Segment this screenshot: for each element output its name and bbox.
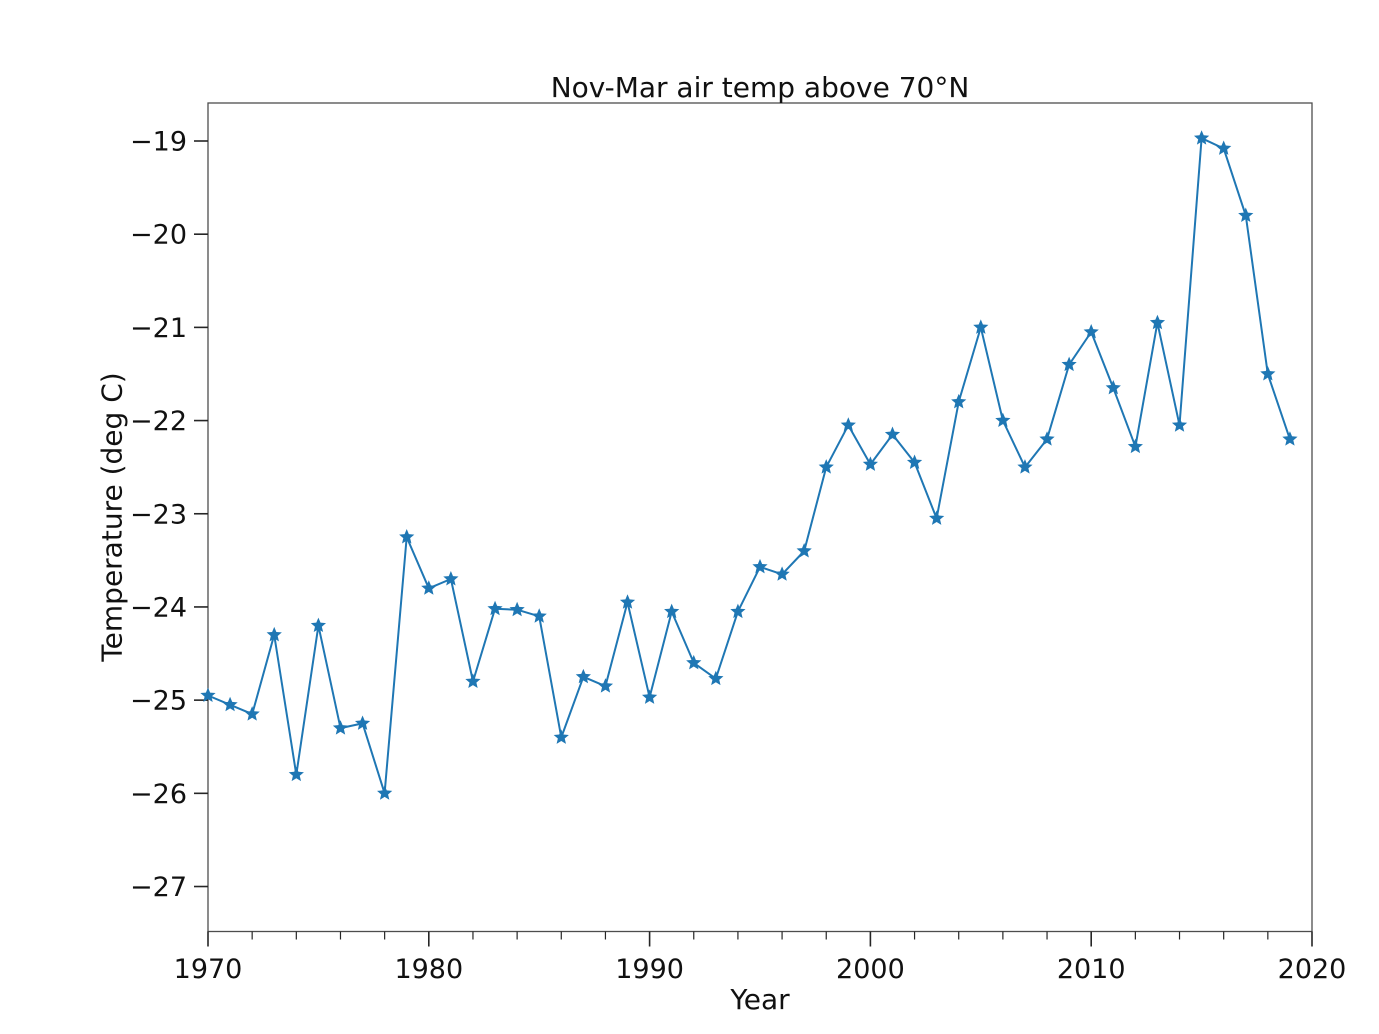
data-point-star-marker (1216, 140, 1232, 155)
x-tick-label: 2000 (836, 954, 905, 985)
x-tick-label: 1980 (394, 954, 463, 985)
x-tick-label: 2010 (1057, 954, 1126, 985)
x-tick-label: 1990 (615, 954, 684, 985)
data-point-star-marker (553, 729, 569, 744)
data-point-star-marker (1282, 431, 1298, 446)
data-point-star-marker (1017, 459, 1033, 474)
data-point-star-marker (421, 580, 437, 595)
data-point-star-marker (1171, 417, 1188, 432)
data-point-star-marker (884, 426, 901, 442)
data-point-star-marker (951, 393, 967, 409)
y-tick-label: −20 (130, 220, 187, 251)
data-point-star-marker (730, 603, 746, 619)
data-point-star-marker (641, 689, 658, 704)
data-point-star-marker (399, 529, 415, 544)
data-point-star-marker (509, 601, 525, 617)
data-point-star-marker (1127, 438, 1143, 454)
data-point-star-marker (995, 412, 1011, 428)
data-point-star-marker (973, 319, 989, 334)
data-point-star-marker (796, 543, 812, 558)
data-point-star-marker (752, 558, 768, 574)
x-tick-label: 2020 (1278, 954, 1347, 985)
data-point-star-marker (531, 608, 547, 623)
data-point-star-marker (774, 566, 790, 581)
data-point-star-marker (310, 617, 327, 633)
data-point-star-marker (1061, 356, 1077, 372)
temperature-series-line (207, 137, 1291, 795)
data-point-star-marker (377, 785, 393, 800)
data-point-star-marker (1083, 324, 1099, 339)
data-point-star-marker (266, 626, 282, 642)
data-point-star-marker (200, 687, 216, 702)
data-point-star-marker (1193, 130, 1210, 145)
y-tick-label: −24 (130, 592, 187, 623)
y-tick-label: −25 (130, 686, 187, 717)
data-point-star-marker (288, 766, 304, 782)
y-tick-label: −22 (130, 406, 187, 437)
plot-frame (207, 102, 1313, 933)
data-point-star-marker (929, 510, 945, 525)
data-point-star-marker (906, 454, 923, 469)
x-tick-label: 1970 (174, 954, 243, 985)
y-tick-label: −21 (130, 313, 187, 344)
data-point-star-marker (619, 594, 636, 609)
data-point-star-marker (1260, 365, 1276, 381)
data-point-star-marker (840, 417, 856, 432)
x-axis-label: Year (730, 983, 790, 1016)
data-point-star-marker (465, 673, 481, 688)
y-tick-label: −19 (130, 127, 187, 158)
y-axis-label: Temperature (deg C) (95, 372, 129, 662)
data-point-star-marker (443, 570, 459, 586)
data-point-star-marker (575, 668, 591, 684)
y-tick-label: −27 (130, 872, 187, 903)
data-point-star-marker (862, 456, 879, 471)
chart-title: Nov-Mar air temp above 70°N (550, 71, 970, 104)
data-point-star-marker (1238, 207, 1254, 223)
data-point-star-marker (487, 600, 503, 616)
y-tick-label: −23 (130, 499, 187, 530)
data-point-star-marker (244, 706, 260, 721)
data-point-star-marker (818, 459, 834, 474)
y-tick-label: −26 (130, 779, 187, 810)
data-point-star-marker (597, 678, 614, 693)
data-point-star-marker (686, 654, 702, 670)
data-point-star-marker (354, 715, 371, 730)
data-point-star-marker (664, 603, 680, 619)
data-point-star-marker (708, 670, 724, 686)
data-point-star-marker (222, 696, 238, 712)
data-point-star-marker (1105, 379, 1121, 395)
data-point-star-marker (1039, 431, 1055, 446)
data-point-star-marker (1149, 314, 1166, 330)
data-point-star-marker (332, 720, 349, 735)
